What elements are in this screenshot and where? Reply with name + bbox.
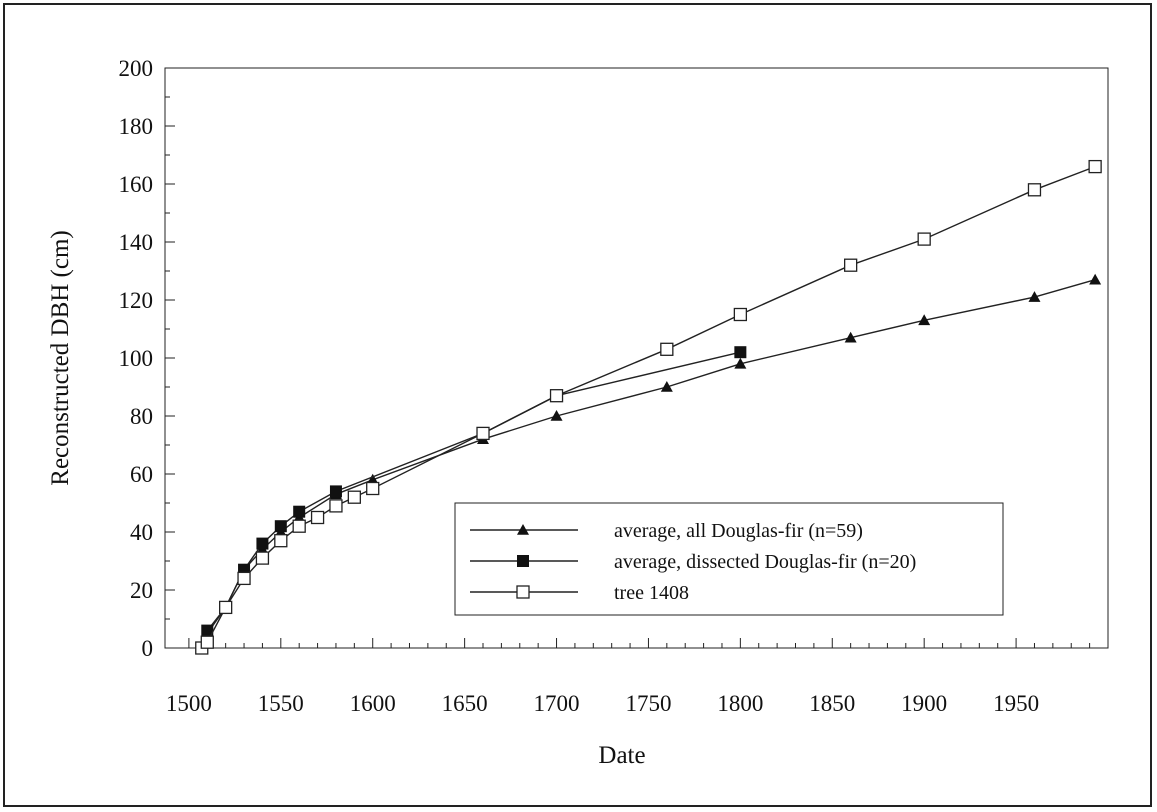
x-tick-label: 1600 [350,691,396,716]
data-point [918,314,931,326]
y-tick-label: 160 [119,172,154,197]
y-tick-label: 80 [130,404,153,429]
data-point [310,510,325,525]
data-point [733,307,748,322]
y-tick-label: 120 [119,288,154,313]
legend-label: average, dissected Douglas-fir (n=20) [614,551,916,573]
data-point [347,490,361,504]
x-tick-label: 1750 [625,691,671,716]
x-tick-label: 1800 [717,691,763,716]
legend-marker [517,524,529,535]
y-tick-label: 180 [119,114,154,139]
y-tick-label: 20 [130,578,153,603]
data-point [274,534,288,548]
data-point [844,258,858,272]
data-point [292,519,306,533]
data-point [1028,291,1041,302]
x-axis-title: Date [598,742,645,769]
chart-frame [3,3,1152,807]
data-point [734,346,747,359]
data-point [329,499,343,513]
legend-marker [516,585,530,599]
y-axis-title: Reconstructed DBH (cm) [47,230,74,485]
data-point [844,331,857,343]
x-tick-label: 1900 [901,691,947,716]
data-point [1027,183,1042,197]
x-tick-label: 1500 [166,691,212,716]
x-tick-label: 1850 [809,691,855,716]
y-tick-label: 60 [130,462,153,487]
y-tick-label: 100 [119,346,154,371]
y-tick-label: 0 [142,636,154,661]
data-point [660,342,674,356]
series-layer [195,159,1102,655]
y-tick-label: 40 [130,520,153,545]
data-point [329,485,342,498]
data-point [237,571,251,586]
data-point [660,381,673,392]
legend-box [454,502,1004,616]
legend-marker [517,555,529,567]
data-point [293,505,306,518]
data-point [201,624,214,637]
legend-label: tree 1408 [614,582,689,604]
data-point [200,635,214,649]
data-point [366,481,380,496]
series-line [206,279,1096,634]
data-point [1088,159,1102,174]
data-point [255,551,270,565]
x-axis: 1500 1550 1600 1650 1700 1750 1800 1850 1900 1950 [166,638,1091,716]
x-tick-label: 1650 [442,691,488,716]
legend: average, all Douglas-fir (n=59) average, … [454,502,1004,616]
data-point [256,537,269,550]
data-point [550,410,563,421]
data-point [1089,273,1102,285]
data-point [274,520,287,533]
data-point [549,389,564,403]
data-point [219,600,233,615]
y-tick-label: 140 [119,230,154,255]
data-point [734,357,747,369]
legend-label: average, all Douglas-fir (n=59) [614,520,863,542]
series-3 [195,159,1102,655]
y-axis: 0 20 40 60 80 100 120 140 160 180 200 [119,56,175,661]
data-point [476,426,490,441]
x-tick-label: 1950 [993,691,1039,716]
x-tick-label: 1550 [258,691,304,716]
x-tick-label: 1700 [534,691,580,716]
data-point [917,232,931,246]
y-tick-label: 200 [119,56,154,81]
